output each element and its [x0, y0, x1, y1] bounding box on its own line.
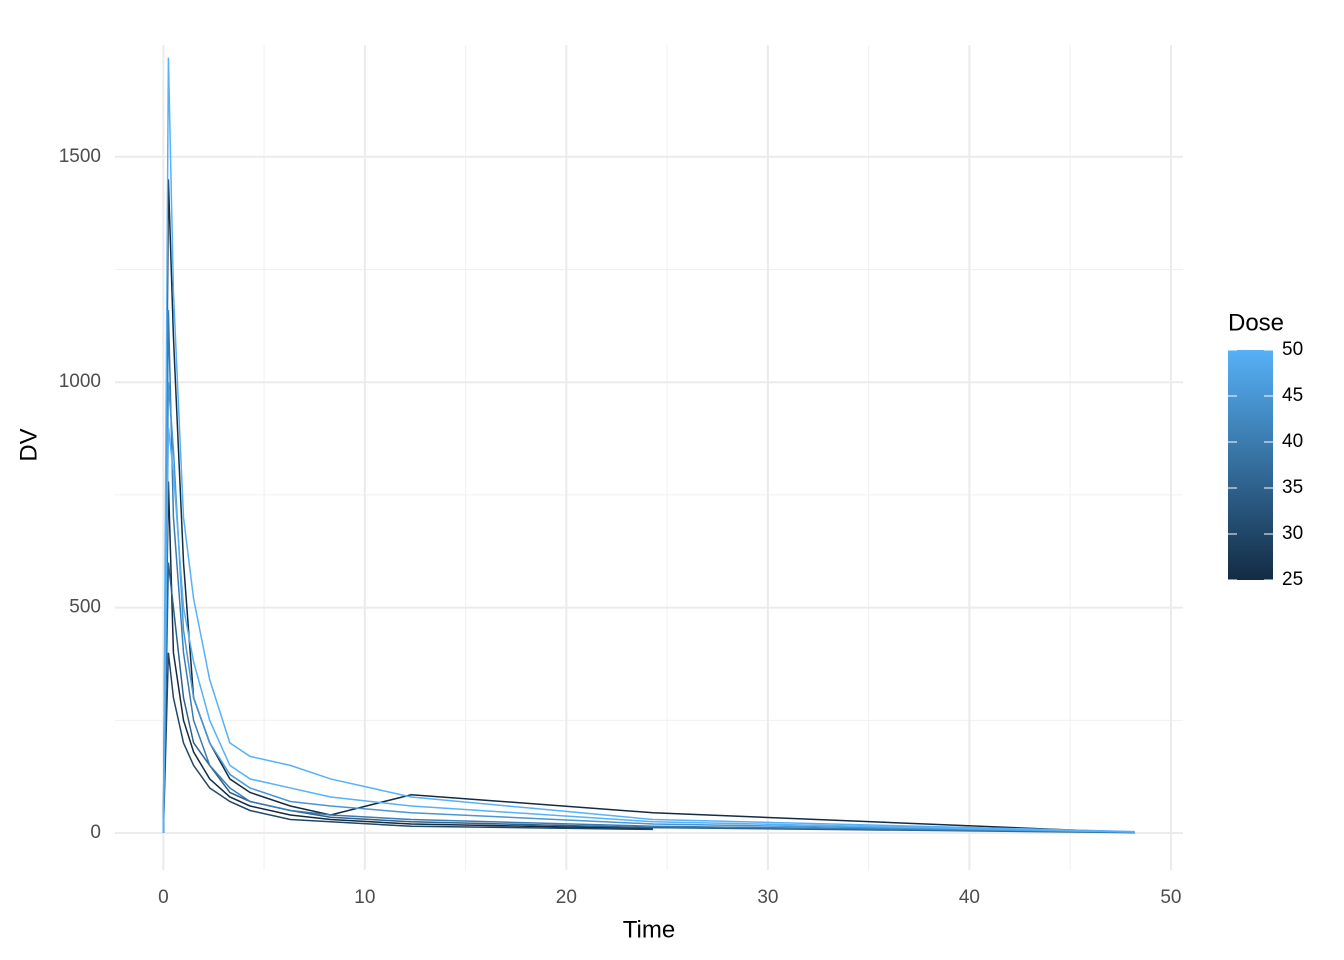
- y-tick-label: 500: [69, 597, 101, 618]
- colorbar-label: 30: [1282, 523, 1303, 544]
- x-tick-label: 10: [354, 887, 375, 908]
- colorbar-label: 45: [1282, 385, 1303, 406]
- colorbar: [1228, 350, 1273, 580]
- y-axis-title: DV: [15, 428, 42, 461]
- x-tick-label: 40: [959, 887, 980, 908]
- legend-title: Dose: [1228, 309, 1284, 336]
- x-tick-label: 20: [556, 887, 577, 908]
- series-line: [162, 562, 1135, 834]
- y-tick-label: 0: [90, 822, 101, 843]
- series-line: [162, 427, 1135, 834]
- series-line: [162, 179, 1135, 834]
- colorbar-label: 25: [1282, 569, 1303, 590]
- colorbar-label: 50: [1282, 339, 1303, 360]
- colorbar-label: 35: [1282, 477, 1303, 498]
- x-tick-label: 50: [1160, 887, 1181, 908]
- series-line: [162, 652, 654, 834]
- series-line: [162, 57, 1135, 834]
- grid: [115, 45, 1183, 870]
- x-tick-label: 0: [158, 887, 169, 908]
- series-line: [162, 310, 1135, 834]
- y-tick-label: 1000: [59, 371, 101, 392]
- y-tick-label: 1500: [59, 146, 101, 167]
- x-axis-title: Time: [623, 916, 675, 943]
- x-tick-label: 30: [757, 887, 778, 908]
- series-line: [162, 481, 654, 834]
- series-line: [162, 382, 1135, 834]
- colorbar-label: 40: [1282, 431, 1303, 452]
